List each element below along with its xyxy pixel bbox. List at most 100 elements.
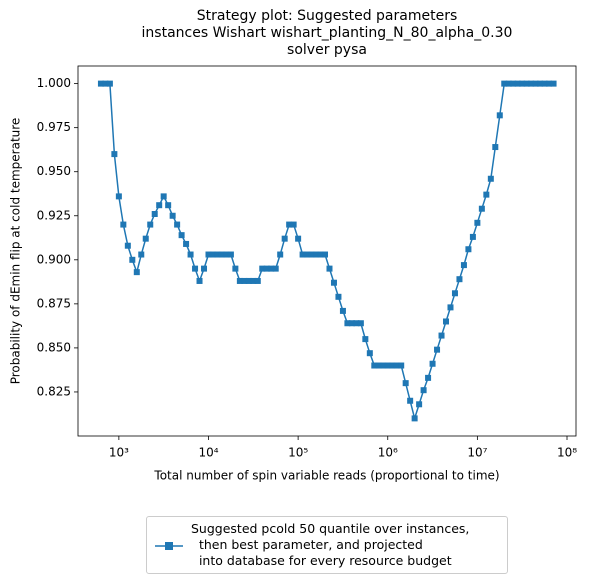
chart: Total number of spin variable reads (pro…	[9, 65, 577, 483]
marker	[407, 397, 414, 404]
marker	[532, 80, 539, 87]
marker	[443, 318, 450, 325]
marker	[357, 320, 364, 327]
marker	[111, 151, 118, 158]
y-tick-label: 0.850	[37, 340, 71, 354]
plot-frame	[77, 65, 577, 437]
marker	[263, 265, 270, 272]
marker	[456, 276, 463, 283]
marker	[147, 221, 154, 228]
marker	[259, 265, 266, 272]
x-tick-label: 10⁷	[467, 446, 487, 460]
marker	[227, 251, 234, 258]
marker	[326, 265, 333, 272]
marker	[492, 144, 499, 151]
y-tick-label: 0.950	[37, 164, 71, 178]
marker	[178, 232, 185, 239]
marker	[339, 307, 346, 314]
marker	[165, 202, 172, 209]
marker	[434, 346, 441, 353]
y-tick-label: 1.000	[37, 76, 71, 90]
marker	[505, 80, 512, 87]
chart-title: Strategy plot: Suggested parameters inst…	[141, 8, 513, 58]
marker	[272, 265, 279, 272]
marker	[196, 277, 203, 284]
marker	[510, 80, 517, 87]
marker	[192, 265, 199, 272]
marker	[174, 221, 181, 228]
marker	[223, 251, 230, 258]
y-tick-label: 0.925	[37, 208, 71, 222]
marker	[514, 80, 521, 87]
marker	[290, 221, 297, 228]
marker	[295, 235, 302, 242]
x-tick-label: 10⁸	[557, 446, 577, 460]
marker	[129, 256, 136, 263]
marker	[277, 251, 284, 258]
marker	[268, 265, 275, 272]
marker	[483, 191, 490, 198]
marker	[106, 80, 113, 87]
marker	[380, 362, 387, 369]
marker	[429, 360, 436, 367]
marker	[335, 293, 342, 300]
marker	[348, 320, 355, 327]
marker	[362, 336, 369, 343]
marker	[411, 415, 418, 422]
marker	[156, 202, 163, 209]
x-axis-label: Total number of spin variable reads (pro…	[153, 469, 499, 483]
marker	[317, 251, 324, 258]
marker	[528, 80, 535, 87]
legend: Suggested pcold 50 quantile over instanc…	[146, 516, 508, 574]
marker	[160, 193, 167, 200]
marker	[183, 240, 190, 247]
marker	[402, 380, 409, 387]
y-axis-label: Probability of dEmin flip at cold temper…	[9, 118, 23, 385]
marker	[371, 362, 378, 369]
marker	[519, 80, 526, 87]
marker	[393, 362, 400, 369]
y-tick-label: 0.875	[37, 296, 71, 310]
marker	[187, 251, 194, 258]
marker	[142, 235, 149, 242]
marker	[523, 80, 530, 87]
marker	[97, 80, 104, 87]
marker	[546, 80, 553, 87]
line	[100, 82, 554, 422]
marker	[550, 80, 557, 87]
marker	[487, 175, 494, 182]
marker	[281, 235, 288, 242]
marker	[241, 277, 248, 284]
marker	[254, 277, 261, 284]
marker	[474, 219, 481, 226]
marker	[330, 279, 337, 286]
marker	[201, 265, 208, 272]
marker	[398, 362, 405, 369]
marker	[438, 332, 445, 339]
marker	[209, 251, 216, 258]
marker	[469, 233, 476, 240]
marker	[115, 193, 122, 200]
marker	[214, 251, 221, 258]
marker	[313, 251, 320, 258]
marker	[299, 251, 306, 258]
marker	[151, 211, 158, 217]
marker	[478, 205, 485, 212]
marker	[250, 277, 257, 284]
marker	[384, 362, 391, 369]
marker	[322, 251, 329, 258]
marker	[120, 221, 127, 228]
marker	[304, 251, 311, 258]
marker	[420, 387, 427, 394]
legend-marker	[165, 542, 173, 550]
y-tick-label: 0.825	[37, 384, 71, 398]
marker	[133, 269, 140, 276]
marker	[465, 246, 472, 253]
marker	[425, 374, 432, 381]
marker	[501, 80, 508, 87]
x-tick-label: 10⁶	[378, 446, 398, 460]
marker	[102, 80, 109, 87]
marker	[353, 320, 360, 327]
marker	[138, 251, 145, 258]
